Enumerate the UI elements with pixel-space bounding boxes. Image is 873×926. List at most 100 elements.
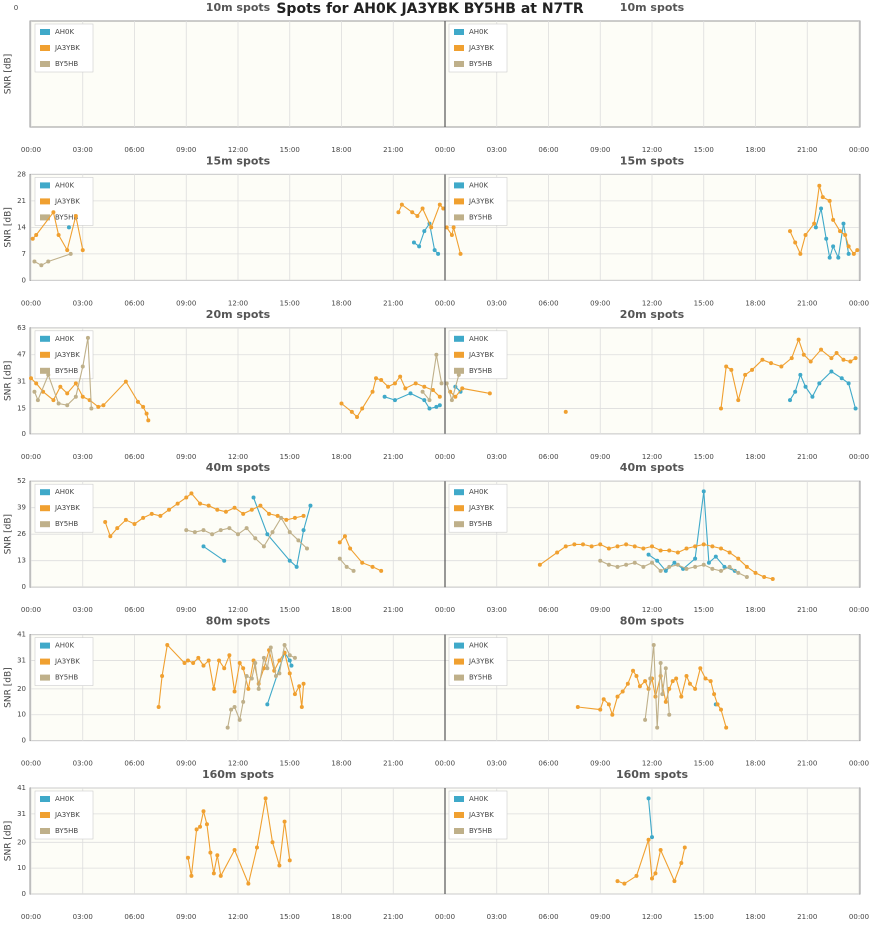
- data-point: [149, 511, 154, 516]
- data-point: [719, 568, 723, 573]
- legend-swatch: [40, 796, 50, 802]
- legend-swatch: [40, 812, 50, 818]
- panel-title: 15m spots: [206, 154, 271, 167]
- x-tick-label: 12:00: [228, 606, 248, 614]
- legend-label: AH0K: [469, 488, 489, 496]
- x-tick-label: 03:00: [487, 299, 507, 307]
- legend-label: JA3YBK: [54, 811, 80, 819]
- y-tick-label: 10: [17, 711, 26, 719]
- legend-label: JA3YBK: [468, 811, 494, 819]
- data-point: [724, 725, 729, 730]
- data-point: [449, 232, 454, 237]
- x-tick-label: 00:00: [849, 453, 869, 461]
- data-point: [101, 403, 106, 408]
- x-tick-label: 21:00: [383, 146, 403, 154]
- data-point: [430, 388, 435, 393]
- data-point: [232, 848, 237, 853]
- legend-swatch: [40, 658, 50, 665]
- data-point: [817, 183, 822, 188]
- data-point: [241, 699, 246, 704]
- data-point: [460, 386, 465, 391]
- data-point: [103, 519, 108, 524]
- data-point: [360, 406, 365, 411]
- data-point: [819, 206, 824, 211]
- x-tick-label: 09:00: [176, 760, 196, 768]
- data-point: [831, 244, 836, 249]
- legend-label: AH0K: [469, 795, 489, 803]
- x-tick-label: 21:00: [383, 913, 403, 921]
- legend-swatch: [40, 351, 50, 358]
- y-axis-label: SNR [dB]: [4, 667, 14, 707]
- data-point: [722, 564, 727, 569]
- legend-label: BY5HB: [469, 674, 492, 682]
- data-point: [51, 398, 56, 403]
- data-point: [653, 871, 658, 876]
- legend: AH0K JA3YBK BY5HB: [34, 330, 94, 380]
- legend-swatch: [454, 796, 464, 802]
- x-tick-label: 00:00: [21, 760, 41, 768]
- data-point: [217, 658, 222, 663]
- legend-label: AH0K: [469, 181, 489, 189]
- data-point: [185, 658, 190, 663]
- legend-swatch: [454, 489, 464, 496]
- data-point: [606, 562, 611, 567]
- y-tick-label: 0: [22, 430, 26, 438]
- data-point: [379, 568, 384, 573]
- data-point: [46, 259, 51, 264]
- data-point: [456, 372, 461, 377]
- x-tick-label: 12:00: [228, 760, 248, 768]
- series-line: [266, 651, 293, 705]
- x-tick-label: 03:00: [487, 913, 507, 921]
- data-point: [693, 544, 698, 549]
- data-point: [29, 376, 33, 381]
- panel-title: 20m spots: [620, 308, 685, 321]
- data-point: [370, 564, 375, 569]
- data-point: [684, 546, 689, 551]
- x-tick-label: 00:00: [435, 760, 455, 768]
- data-point: [684, 566, 689, 571]
- data-point: [191, 661, 196, 666]
- legend-swatch: [454, 351, 464, 358]
- x-tick-label: 18:00: [745, 453, 765, 461]
- page-title: Spots for AH0K JA3YBK BY5HB at N7TR: [276, 1, 584, 17]
- data-point: [420, 206, 425, 211]
- data-point: [744, 564, 749, 569]
- data-point: [227, 653, 232, 658]
- x-tick-label: 00:00: [435, 913, 455, 921]
- data-point: [808, 359, 813, 364]
- data-point: [727, 564, 732, 569]
- data-point: [798, 372, 803, 377]
- data-point: [801, 352, 806, 357]
- data-point: [144, 411, 149, 416]
- data-point: [674, 676, 679, 681]
- data-point: [753, 570, 758, 575]
- data-point: [675, 550, 680, 555]
- legend-label: AH0K: [469, 335, 489, 343]
- x-tick-label: 03:00: [73, 913, 93, 921]
- x-tick-label: 15:00: [694, 606, 714, 614]
- x-tick-label: 06:00: [124, 913, 144, 921]
- x-tick-label: 00:00: [21, 453, 41, 461]
- data-point: [403, 386, 408, 391]
- legend-label: JA3YBK: [54, 351, 80, 359]
- panel-title: 40m spots: [206, 461, 271, 474]
- data-point: [637, 684, 642, 689]
- data-point: [803, 384, 808, 389]
- data-point: [185, 855, 190, 860]
- data-point: [301, 528, 306, 533]
- data-point: [646, 796, 651, 801]
- x-tick-label: 15:00: [694, 760, 714, 768]
- x-tick-label: 21:00: [797, 146, 817, 154]
- data-point: [351, 568, 356, 573]
- data-point: [386, 384, 391, 389]
- data-point: [434, 352, 439, 357]
- panel-title: 160m spots: [202, 768, 274, 781]
- data-point: [436, 251, 441, 256]
- data-point: [208, 850, 213, 855]
- x-tick-label: 15:00: [280, 453, 300, 461]
- data-point: [660, 692, 665, 697]
- data-point: [622, 881, 627, 886]
- x-tick-label: 09:00: [590, 913, 610, 921]
- x-tick-label: 15:00: [694, 299, 714, 307]
- y-tick-label: 13: [17, 557, 26, 565]
